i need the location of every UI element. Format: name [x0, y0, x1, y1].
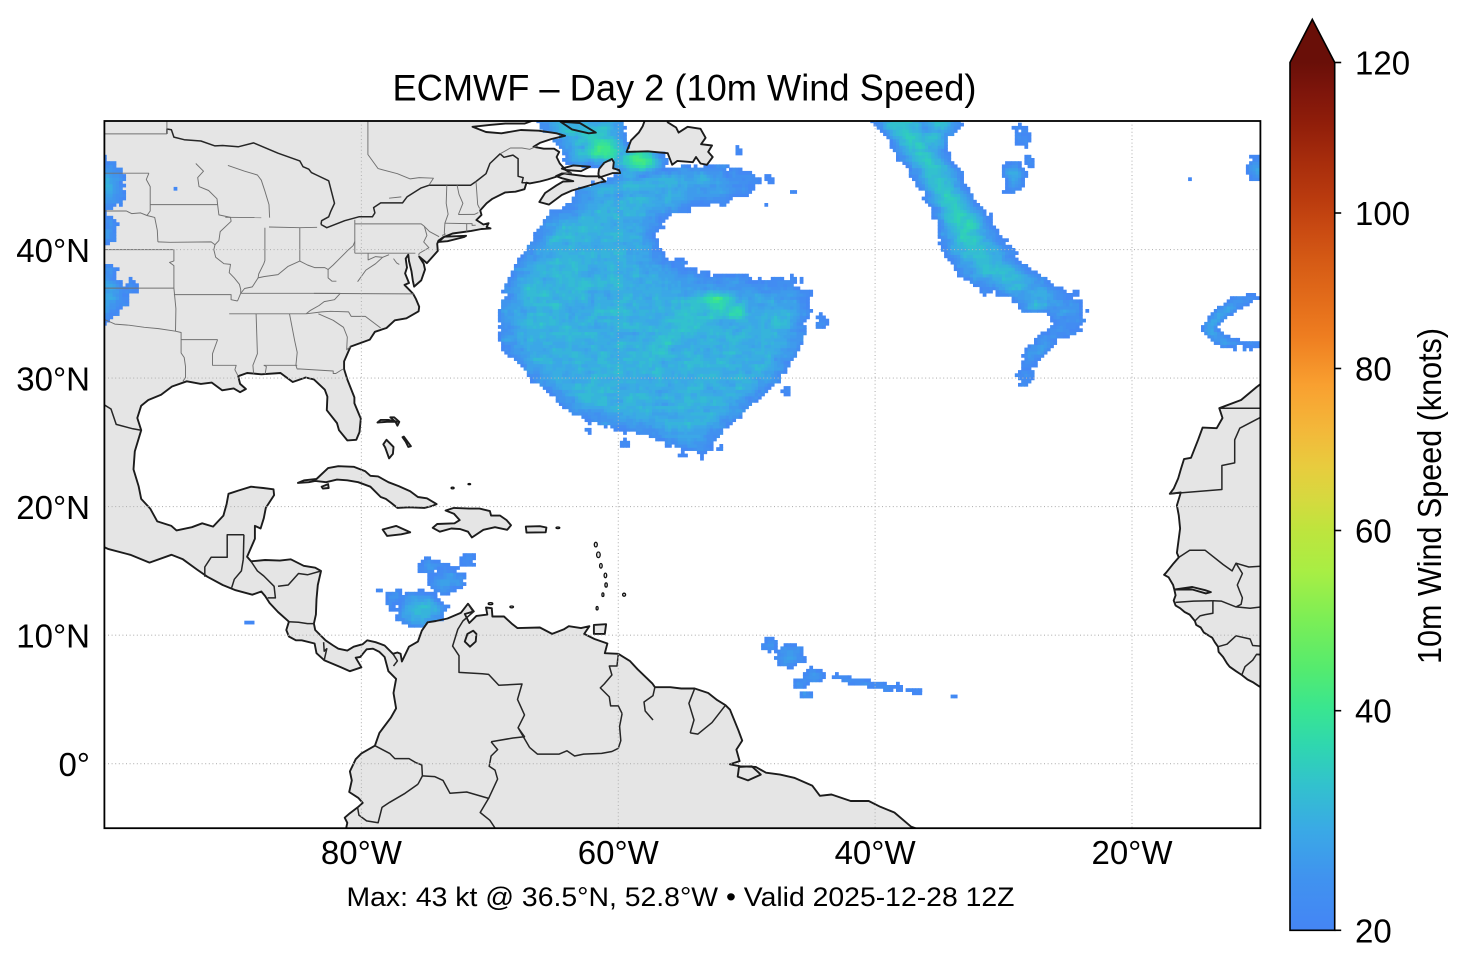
svg-text:ECMWF – Day 2 (10m Wind Speed): ECMWF – Day 2 (10m Wind Speed)	[393, 67, 977, 109]
